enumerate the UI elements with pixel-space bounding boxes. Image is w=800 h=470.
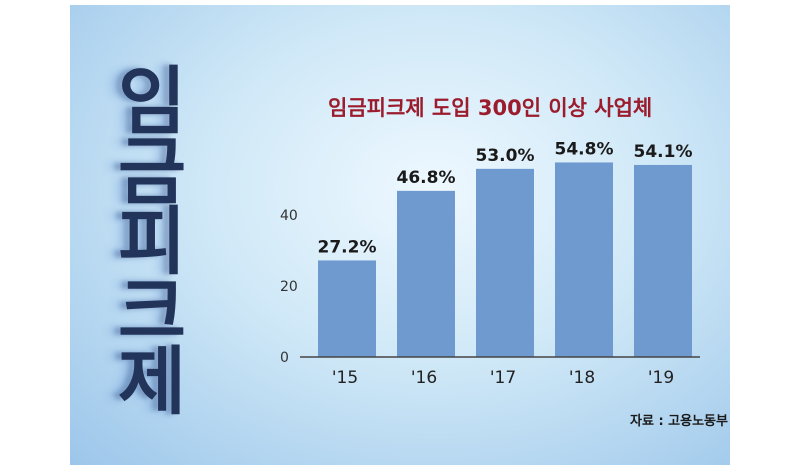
bar-value-label: 53.0%: [476, 146, 535, 166]
bar-value-label: 46.8%: [397, 168, 456, 188]
bar: [555, 162, 613, 357]
x-tick-label: '18: [569, 368, 595, 388]
vertical-title-char: 제: [117, 339, 187, 425]
source-note: 자료 : 고용노동부: [630, 414, 728, 429]
x-tick-label: '15: [332, 368, 358, 388]
bar-value-label: 27.2%: [318, 237, 377, 257]
bar: [476, 168, 534, 357]
vertical-title-char: 크: [117, 269, 187, 355]
vertical-title-char: 피: [117, 199, 187, 285]
y-tick-label: 20: [280, 279, 298, 295]
x-tick-label: '16: [411, 368, 437, 388]
bar: [397, 190, 455, 357]
vertical-title-char: 임: [117, 59, 187, 145]
bar-value-label: 54.1%: [634, 142, 693, 162]
x-tick-label: '17: [490, 368, 516, 388]
y-tick-label: 40: [280, 208, 298, 224]
x-tick-label: '19: [648, 368, 674, 388]
vertical-title: 임 금 피 크 제: [92, 59, 212, 425]
chart-title: 임금피크제 도입 300인 이상 사업체: [328, 96, 653, 120]
chart-panel: 임 금 피 크 제 임금피크제 도입 300인 이상 사업체 자료 : 고용노동…: [70, 5, 730, 465]
vertical-title-char: 금: [117, 129, 187, 215]
bar-value-label: 54.8%: [555, 139, 614, 159]
bar: [318, 260, 376, 357]
y-tick-label: 0: [280, 350, 289, 366]
bar: [634, 164, 692, 357]
